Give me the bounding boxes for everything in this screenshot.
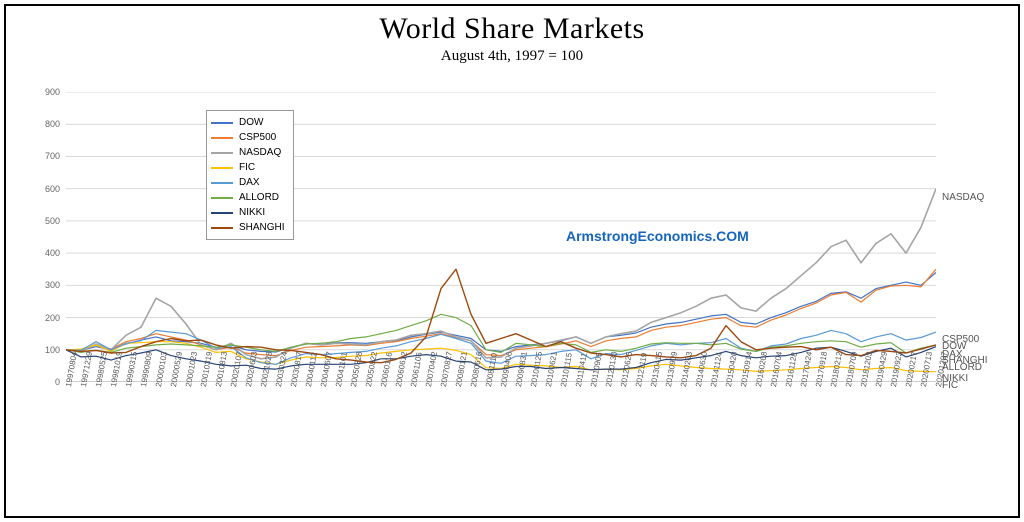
y-tick-label: 200 [30,313,60,323]
legend-swatch [211,167,233,169]
y-tick-label: 400 [30,248,60,258]
legend-swatch [211,212,233,214]
legend-label: SHANGHI [239,222,285,233]
chart-svg [66,92,936,382]
end-label-ALLORD: ALLORD [942,362,982,373]
chart-subtitle: August 4th, 1997 = 100 [6,48,1018,65]
legend-item-NASDAQ: NASDAQ [211,145,285,160]
x-axis-labels: 1997080419971229199805251998101919990315… [66,386,936,506]
legend-swatch [211,227,233,229]
legend-label: NASDAQ [239,147,281,158]
legend-swatch [211,137,233,139]
series-NASDAQ [66,189,936,359]
legend-label: ALLORD [239,192,279,203]
legend-label: CSP500 [239,132,276,143]
chart-title: World Share Markets [6,12,1018,46]
legend-item-NIKKI: NIKKI [211,205,285,220]
series-SHANGHI [66,269,936,363]
legend-item-SHANGHI: SHANGHI [211,220,285,235]
legend-label: NIKKI [239,207,265,218]
y-tick-label: 900 [30,87,60,97]
legend-item-CSP500: CSP500 [211,130,285,145]
legend-label: FIC [239,162,255,173]
y-tick-label: 500 [30,216,60,226]
legend-swatch [211,182,233,184]
legend-item-DOW: DOW [211,115,285,130]
y-tick-label: 0 [30,377,60,387]
y-tick-label: 100 [30,345,60,355]
y-tick-label: 700 [30,151,60,161]
chart-frame: World Share Markets August 4th, 1997 = 1… [4,4,1020,518]
legend-box: DOW CSP500 NASDAQ FIC DAX ALLORD NIKKI SHANGHI [206,110,294,240]
y-tick-label: 600 [30,184,60,194]
y-tick-label: 300 [30,280,60,290]
plot-area [66,92,936,382]
legend-swatch [211,152,233,154]
legend-label: DAX [239,177,260,188]
end-label-FIC: FIC [942,380,958,391]
legend-swatch [211,122,233,124]
legend-swatch [211,197,233,199]
legend-item-ALLORD: ALLORD [211,190,285,205]
legend-label: DOW [239,117,263,128]
watermark-text: ArmstrongEconomics.COM [566,228,749,244]
end-label-NASDAQ: NASDAQ [942,192,984,203]
legend-item-FIC: FIC [211,160,285,175]
legend-item-DAX: DAX [211,175,285,190]
y-tick-label: 800 [30,119,60,129]
